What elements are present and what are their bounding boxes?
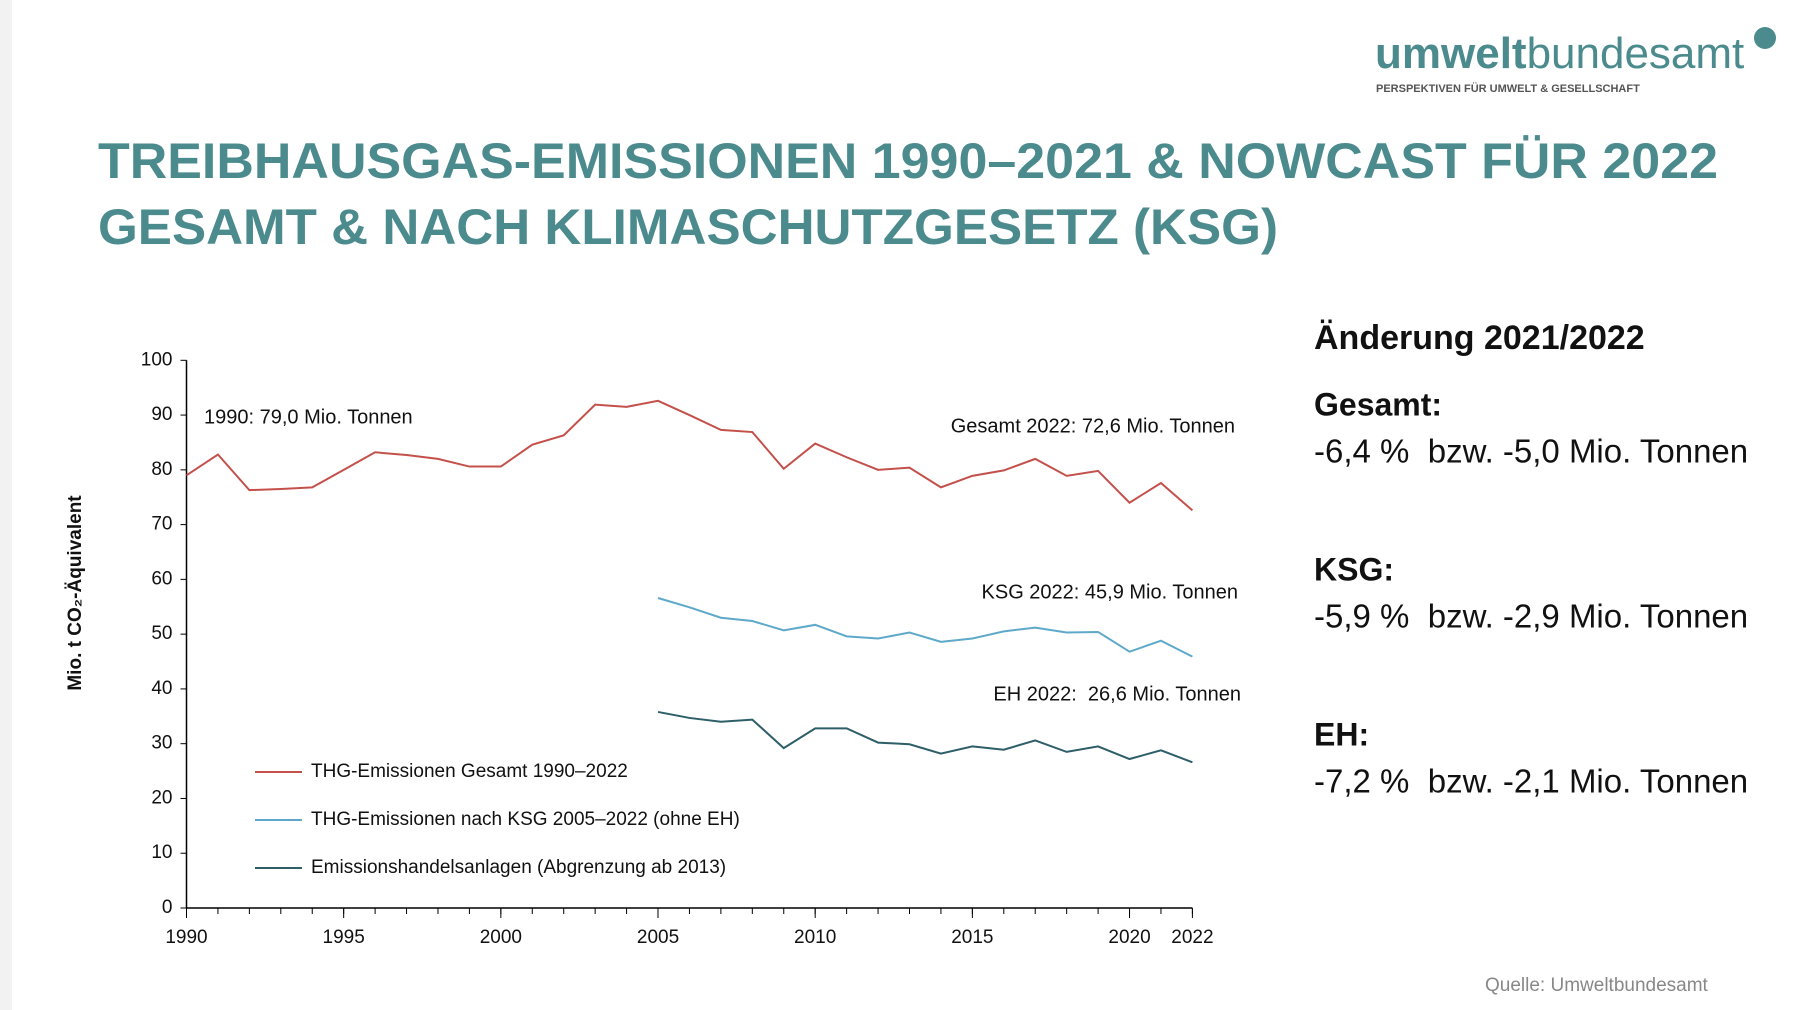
logo: umweltbundesamt (1375, 29, 1744, 78)
line (185, 399, 1194, 512)
summary-label: KSG: (1314, 551, 1394, 587)
summary-text: -6,4 % bzw. -5,0 Mio. Tonnen (1314, 433, 1748, 470)
summary-text: -5,9 % bzw. -2,9 Mio. Tonnen (1314, 598, 1748, 635)
x-tick-label: 2020 (1108, 927, 1150, 948)
edge (0, 0, 12, 1010)
y-tick-label: 20 (151, 787, 172, 808)
summary-heading: Änderung 2021/2022 (1314, 319, 1645, 357)
y-tick-label: 0 (162, 897, 173, 918)
x-tick-label: 2015 (951, 927, 993, 948)
y-tick-label: 30 (151, 733, 172, 754)
summary-label: Gesamt: (1314, 386, 1442, 422)
legend-label: THG-Emissionen nach KSG 2005–2022 (ohne … (311, 809, 740, 830)
annotation: KSG 2022: 45,9 Mio. Tonnen (982, 581, 1238, 603)
x-tick-label: 1990 (165, 927, 207, 948)
y-axis-label: Mio. t CO₂-Äquivalent (65, 495, 86, 691)
line (657, 710, 1193, 764)
y-tick-label: 90 (151, 404, 172, 425)
y-tick-label: 60 (151, 568, 172, 589)
annotation: EH 2022: 26,6 Mio. Tonnen (993, 683, 1241, 705)
chart: 0 10 20 30 40 50 60 70 80 90 100 1990 1995 2000 2005 20… (141, 349, 1241, 948)
source: Quelle: Umweltbundesamt (1485, 975, 1709, 996)
annotation: Gesamt 2022: 72,6 Mio. Tonnen (951, 415, 1235, 437)
y-tick-label: 100 (141, 349, 173, 370)
summary: Gesamt: -6,4 % bzw. -5,0 Mio. Tonnen KSG: -… (1314, 386, 1748, 799)
y-tick-label: 40 (151, 678, 172, 699)
x-tick-label: 1995 (323, 927, 365, 948)
logo-dot (1754, 27, 1776, 49)
annotation: 1990: 79,0 Mio. Tonnen (204, 406, 413, 428)
x-tick-label: 2000 (480, 927, 522, 948)
x-tick-label: 2010 (794, 927, 836, 948)
summary-text: -7,2 % bzw. -2,1 Mio. Tonnen (1314, 763, 1748, 800)
x-tick-label: 2005 (637, 927, 679, 948)
legend-label: Emissionshandelsanlagen (Abgrenzung ab 2… (311, 857, 726, 878)
title: TREIBHAUSGAS-EMISSIONEN 1990–2021 & NOWC… (98, 133, 1718, 189)
legend-label: THG-Emissionen Gesamt 1990–2022 (311, 761, 628, 782)
x-tick-label: 2022 (1171, 927, 1213, 948)
logo-a: umwelt (1375, 29, 1527, 78)
y-tick-label: 80 (151, 459, 172, 480)
summary-label: EH: (1314, 716, 1369, 752)
title: GESAMT & NACH KLIMASCHUTZGESETZ (KSG) (98, 199, 1278, 255)
y-tick-label: 50 (151, 623, 172, 644)
y-tick-label: 70 (151, 514, 172, 535)
logo-tagline: PERSPEKTIVEN FÜR UMWELT & GESELLSCHAFT (1376, 82, 1640, 95)
y-tick-label: 10 (151, 842, 172, 863)
logo-b: bundesamt (1527, 29, 1745, 78)
line (657, 597, 1193, 658)
